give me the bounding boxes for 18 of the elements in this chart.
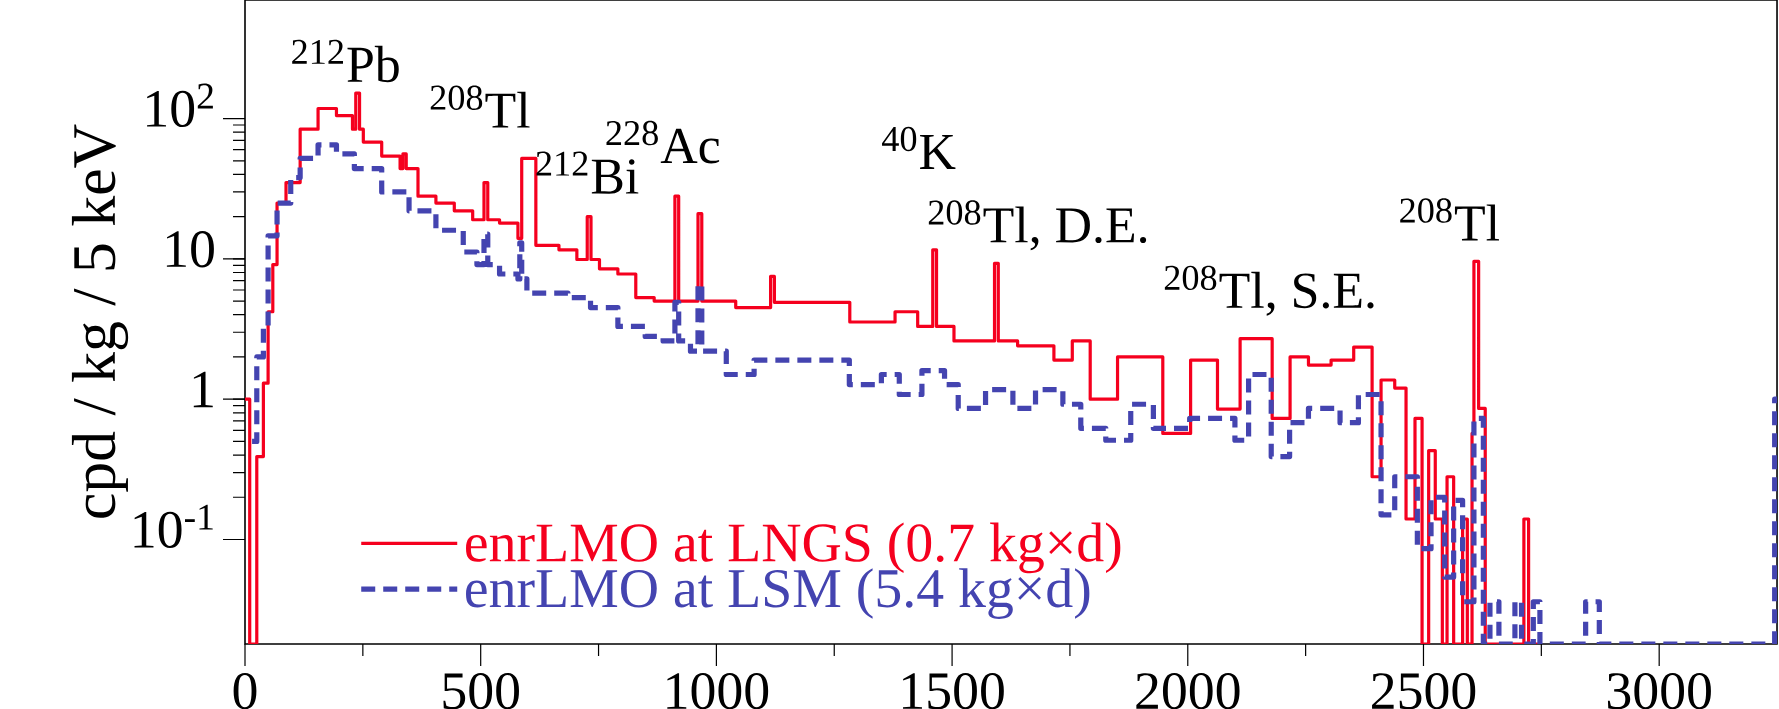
x-tick-label: 500 — [443, 672, 519, 709]
y-tick-label: 1 — [193, 371, 213, 408]
x-tick-label: 2000 — [1136, 672, 1240, 709]
annotation: $^{40}$K — [882, 126, 956, 169]
x-tick-label: 0 — [233, 672, 257, 709]
y-tick-label: 10$^{-1}$ — [134, 504, 213, 549]
x-tick-label: 1000 — [667, 672, 769, 709]
annotation: $^{208}$Tl — [430, 85, 530, 128]
annotation: $^{208}$Tl, D.E. — [928, 200, 1147, 251]
y-axis-title: cpd / kg / 5 keV — [71, 124, 129, 518]
y-tick-label: 10 — [166, 231, 214, 268]
x-tick-label: 1500 — [903, 672, 1004, 709]
annotation: $^{212}$Pb — [292, 39, 399, 83]
x-tick-label: 2500 — [1372, 672, 1476, 709]
y-tick-label: 10$^{2}$ — [147, 83, 213, 128]
annotation: $^{208}$Tl — [1400, 198, 1500, 241]
annotation: $^{208}$Tl, S.E. — [1164, 265, 1374, 316]
x-tick-label: 3000 — [1607, 672, 1711, 709]
